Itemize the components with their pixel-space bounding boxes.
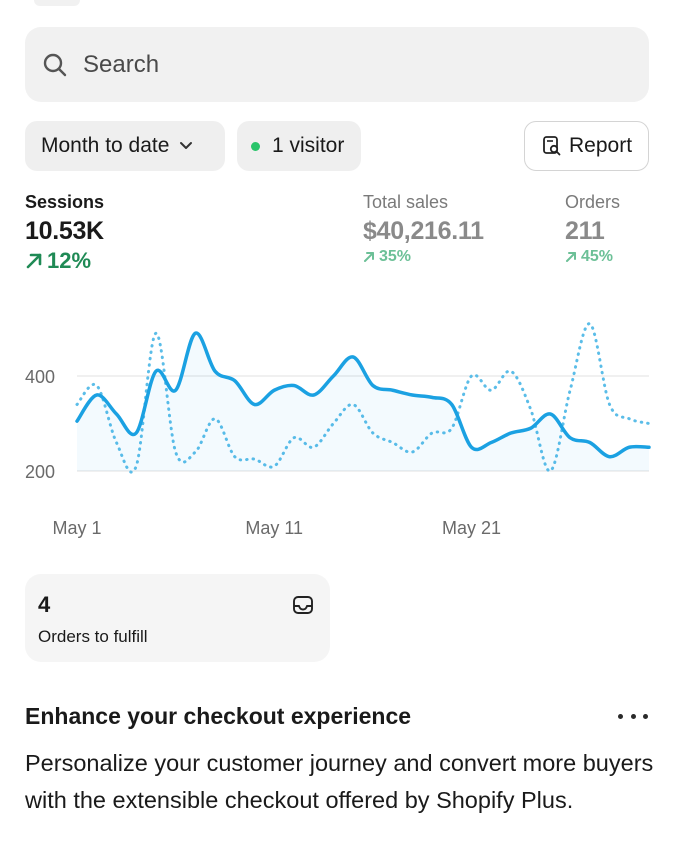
metric-value: 211 xyxy=(565,217,605,245)
metric-value: 10.53K xyxy=(25,217,104,245)
orders-to-fulfill-card[interactable]: 4 Orders to fulfill xyxy=(25,574,330,662)
series-current-line xyxy=(75,331,651,459)
x-tick-label: May 11 xyxy=(245,518,303,538)
report-icon xyxy=(541,135,563,157)
series-comparison-line xyxy=(75,322,651,474)
metric-label: Total sales xyxy=(363,192,449,212)
metric-change: 12% xyxy=(25,248,104,274)
arrow-up-right-icon xyxy=(363,251,375,263)
report-label: Report xyxy=(569,134,633,157)
metric-change: 35% xyxy=(363,248,484,266)
fulfill-count: 4 xyxy=(38,592,51,617)
x-tick-label: May 21 xyxy=(442,518,501,538)
arrow-up-right-icon xyxy=(565,251,577,263)
visitors-label: 1 visitor xyxy=(272,134,345,157)
metric-change-value: 12% xyxy=(47,248,92,273)
metric-label: Sessions xyxy=(25,192,105,212)
y-tick-label: 200 xyxy=(25,462,55,482)
promo-title: Enhance your checkout experience xyxy=(25,703,412,729)
metric-change-value: 35% xyxy=(379,248,412,265)
y-tick-label: 400 xyxy=(25,367,55,387)
date-range-label: Month to date xyxy=(41,134,170,157)
series-area xyxy=(77,333,649,471)
live-visitors-pill[interactable]: 1 visitor xyxy=(237,121,361,171)
metric-sessions[interactable]: Sessions 10.53K 12% xyxy=(25,192,104,274)
report-button[interactable]: Report xyxy=(524,121,649,171)
fulfill-label: Orders to fulfill xyxy=(38,627,148,646)
search-icon xyxy=(41,51,69,79)
more-options-icon[interactable] xyxy=(618,706,648,726)
metric-orders[interactable]: Orders 211 45% xyxy=(565,192,620,266)
inbox-icon xyxy=(292,594,314,621)
sessions-chart[interactable]: 400 200 May 1 May 11 May 21 xyxy=(0,300,674,550)
top-tab-stub xyxy=(34,0,80,6)
metric-value: $40,216.11 xyxy=(363,217,484,245)
metric-change: 45% xyxy=(565,248,620,266)
date-range-dropdown[interactable]: Month to date xyxy=(25,121,225,171)
arrow-up-right-icon xyxy=(25,252,43,270)
search-bar[interactable]: Search xyxy=(25,27,649,102)
promo-body: Personalize your customer journey and co… xyxy=(25,750,654,813)
live-status-dot xyxy=(251,141,260,151)
metric-change-value: 45% xyxy=(581,248,614,265)
x-tick-label: May 1 xyxy=(52,518,101,538)
search-placeholder: Search xyxy=(83,50,160,78)
metric-label: Orders xyxy=(565,192,621,212)
chevron-down-icon xyxy=(179,141,193,151)
metric-total-sales[interactable]: Total sales $40,216.11 35% xyxy=(363,192,484,266)
